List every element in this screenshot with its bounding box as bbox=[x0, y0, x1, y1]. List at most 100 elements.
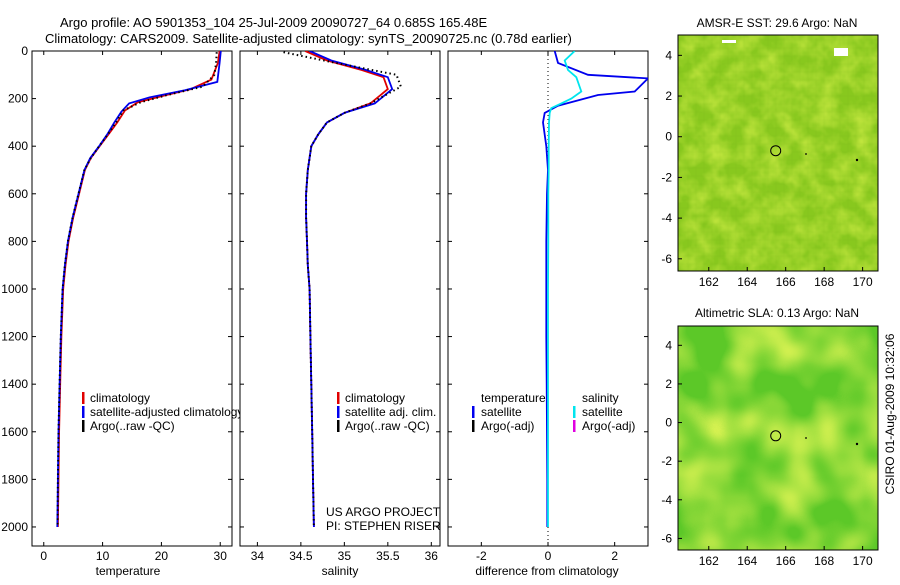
legend-heading-salinity: salinity bbox=[582, 391, 619, 405]
series-line-salinity-satellite bbox=[547, 51, 583, 527]
x-tick-label: 0 bbox=[40, 549, 47, 563]
series-line-satellite-adjusted-climatology bbox=[56, 51, 222, 528]
temperature-series bbox=[56, 51, 222, 528]
legend-swatch-temp-satellite bbox=[472, 406, 475, 418]
header-line-2: Climatology: CARS2009. Satellite-adjuste… bbox=[45, 31, 572, 46]
sst-map-frame bbox=[677, 34, 879, 272]
legend-label-sal-argo: Argo(-adj) bbox=[582, 419, 635, 433]
legend-swatch-argo bbox=[337, 420, 340, 432]
y-tick-label: -4 bbox=[661, 211, 672, 225]
credit-line-1: US ARGO PROJECT bbox=[326, 505, 441, 519]
salinity-x-ticks: 34 34.5 35 35.5 36 bbox=[251, 51, 439, 563]
temperature-legend: climatology satellite-adjusted climatolo… bbox=[82, 391, 243, 433]
salinity-axes-box bbox=[239, 50, 441, 547]
depth-y-ticks: 0 200 400 600 800 1000 1200 1400 1600 1800 2000 bbox=[1, 44, 232, 534]
y-tick-label: -2 bbox=[661, 170, 672, 184]
sla-map-x-ticks: 162 164 166 168 170 bbox=[699, 546, 873, 568]
x-tick-label: 36 bbox=[425, 549, 439, 563]
y-tick-label: 0 bbox=[21, 44, 28, 58]
sla-map-y-ticks: -6 -4 -2 0 2 4 bbox=[661, 338, 682, 545]
legend-swatch-climatology bbox=[337, 392, 340, 404]
argo-float-marker bbox=[770, 145, 782, 157]
difference-x-label: difference from climatology bbox=[475, 564, 618, 578]
y-tick-label: 200 bbox=[8, 92, 28, 106]
y-tick-label: -6 bbox=[661, 531, 672, 545]
map-dot bbox=[855, 158, 859, 162]
legend-label-temp-argo: Argo(-adj) bbox=[481, 419, 534, 433]
series-line-temperature-satellite bbox=[542, 51, 648, 527]
footer-timestamp: CSIRO 01-Aug-2009 10:32:06 bbox=[883, 333, 897, 494]
x-tick-label: 35 bbox=[338, 549, 352, 563]
y-tick-label: 4 bbox=[665, 338, 672, 352]
sst-map-panel: AMSR-E SST: 29.6 Argo: NaN 162 164 166 168 1… bbox=[661, 16, 879, 289]
salinity-panel: 34 34.5 35 35.5 36 salinity climatology sate… bbox=[239, 50, 441, 578]
argo-float-marker bbox=[770, 430, 782, 442]
difference-series bbox=[542, 51, 648, 546]
x-tick-label: 162 bbox=[699, 554, 719, 568]
y-tick-label: 1400 bbox=[1, 377, 28, 391]
sst-map-x-ticks: 162 164 166 168 170 bbox=[699, 267, 873, 289]
y-tick-label: -6 bbox=[661, 252, 672, 266]
legend-swatch-satellite bbox=[337, 406, 340, 418]
sla-map-panel: Altimetric SLA: 0.13 Argo: NaN 162 164 166… bbox=[661, 306, 879, 568]
y-tick-label: 0 bbox=[665, 130, 672, 144]
legend-swatch-climatology bbox=[82, 392, 85, 404]
x-tick-label: 10 bbox=[96, 549, 110, 563]
x-tick-label: 34.5 bbox=[289, 549, 313, 563]
sla-map-texture bbox=[678, 326, 878, 550]
sst-missing-patch bbox=[834, 48, 848, 56]
salinity-y-tick-marks bbox=[240, 50, 440, 528]
x-tick-label: 35.5 bbox=[376, 549, 400, 563]
x-tick-label: 2 bbox=[611, 549, 618, 563]
y-tick-label: 0 bbox=[665, 416, 672, 430]
x-tick-label: 168 bbox=[814, 275, 834, 289]
y-tick-label: 2000 bbox=[1, 520, 28, 534]
sla-map-title: Altimetric SLA: 0.13 Argo: NaN bbox=[695, 306, 859, 320]
x-tick-label: 166 bbox=[776, 554, 796, 568]
salinity-series bbox=[283, 51, 403, 528]
legend-label-climatology: climatology bbox=[345, 391, 405, 405]
sst-missing-patch-2 bbox=[722, 40, 736, 43]
difference-y-tick-marks bbox=[448, 50, 648, 528]
y-tick-label: 1000 bbox=[1, 282, 28, 296]
y-tick-label: 4 bbox=[665, 48, 672, 62]
y-tick-label: 1600 bbox=[1, 425, 28, 439]
legend-label-satellite: satellite adj. clim. bbox=[345, 405, 436, 419]
difference-panel: -2 0 2 difference from climatology tempera… bbox=[447, 50, 649, 578]
map-dot bbox=[805, 437, 807, 439]
legend-label-satellite: satellite-adjusted climatology bbox=[90, 405, 243, 419]
temperature-panel: 0 10 20 30 0 200 400 600 800 1000 1200 1400 1600 180… bbox=[1, 44, 243, 578]
temperature-x-label: temperature bbox=[96, 564, 161, 578]
temperature-axes-box bbox=[31, 50, 233, 547]
x-tick-label: 162 bbox=[699, 275, 719, 289]
y-tick-label: 800 bbox=[8, 234, 28, 248]
x-tick-label: 170 bbox=[853, 554, 873, 568]
x-tick-label: 34 bbox=[251, 549, 265, 563]
legend-heading-temperature: temperature bbox=[481, 391, 546, 405]
y-tick-label: 2 bbox=[665, 89, 672, 103]
credit-line-2: PI: STEPHEN RISER bbox=[326, 519, 441, 533]
legend-label-argo: Argo(..raw -QC) bbox=[90, 419, 175, 433]
x-tick-label: 164 bbox=[737, 554, 757, 568]
legend-swatch-temp-argo bbox=[472, 420, 475, 432]
series-line-satellite-adj-clim- bbox=[305, 51, 394, 528]
y-tick-label: 1200 bbox=[1, 330, 28, 344]
x-tick-label: 170 bbox=[853, 275, 873, 289]
x-tick-label: 164 bbox=[737, 275, 757, 289]
temperature-x-ticks: 0 10 20 30 bbox=[40, 51, 227, 563]
sst-map-grid bbox=[678, 35, 878, 271]
y-tick-label: -2 bbox=[661, 454, 672, 468]
x-tick-label: -2 bbox=[476, 549, 487, 563]
legend-swatch-sal-argo bbox=[573, 420, 576, 432]
y-tick-label: 400 bbox=[8, 139, 28, 153]
y-tick-label: 600 bbox=[8, 187, 28, 201]
salinity-x-label: salinity bbox=[322, 564, 359, 578]
sla-map-frame bbox=[677, 325, 879, 551]
legend-label-temp-satellite: satellite bbox=[481, 405, 522, 419]
legend-label-climatology: climatology bbox=[90, 391, 150, 405]
legend-swatch-argo bbox=[82, 420, 85, 432]
x-tick-label: 30 bbox=[214, 549, 228, 563]
salinity-legend: climatology satellite adj. clim. Argo(..… bbox=[337, 391, 436, 433]
x-tick-label: 0 bbox=[545, 549, 552, 563]
